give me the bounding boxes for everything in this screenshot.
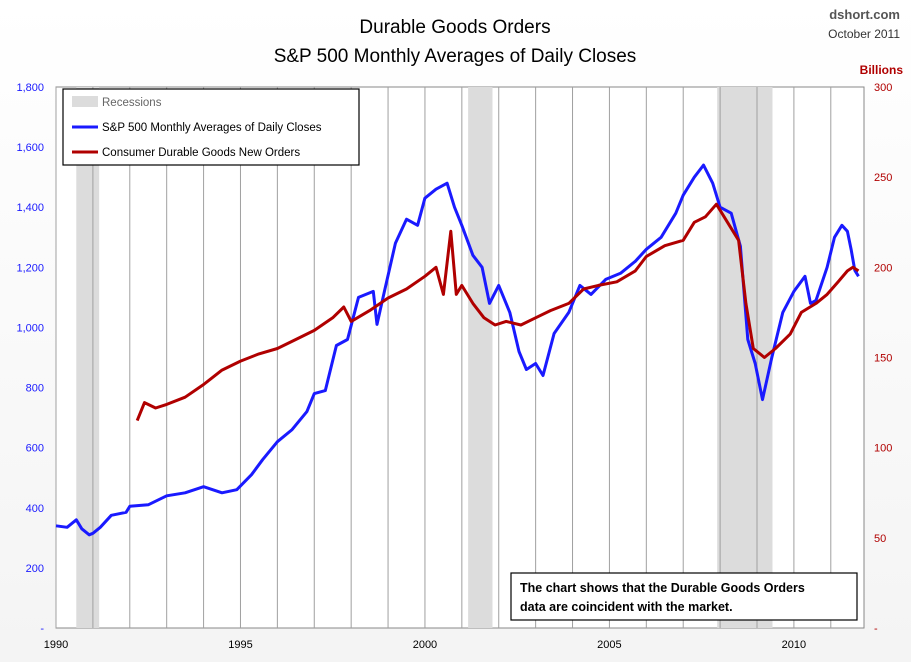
right-tick-label: 300: [874, 82, 892, 94]
sp500-series-line: [55, 163, 860, 537]
left-tick-label: 1,800: [16, 82, 44, 94]
x-tick-label: 1995: [228, 639, 252, 651]
recession-band-0: [76, 87, 100, 628]
x-axis: 1990 1995 2000 2005 2010: [44, 639, 806, 651]
left-tick-label: 1,000: [16, 322, 44, 334]
left-tick-label: 1,400: [16, 202, 44, 214]
legend-durable-label: Consumer Durable Goods New Orders: [102, 147, 300, 159]
annotation-frame: [510, 572, 858, 621]
right-tick-label: 200: [874, 262, 892, 274]
right-axis-units: Billions: [860, 63, 904, 77]
right-axis: - 50 100 150 200 250 300: [874, 82, 892, 635]
annotation-box: The chart shows that the Durable Goods O…: [510, 572, 858, 621]
chart-title: Durable Goods Orders: [359, 17, 550, 38]
legend-recession-swatch: [72, 96, 98, 107]
x-tick-label: 2005: [597, 639, 621, 651]
durable-goods-series-line: [135, 202, 860, 422]
left-tick-label: 800: [26, 383, 44, 395]
legend: Recessions S&P 500 Monthly Averages of D…: [62, 88, 360, 166]
recession-bands: [76, 87, 773, 628]
left-tick-label: 200: [26, 563, 44, 575]
right-tick-label: 100: [874, 443, 892, 455]
left-tick-label: 400: [26, 503, 44, 515]
x-tick-label: 2000: [413, 639, 437, 651]
x-tick-label: 2010: [782, 639, 806, 651]
right-tick-label: 150: [874, 353, 892, 365]
legend-sp500-label: S&P 500 Monthly Averages of Daily Closes: [102, 122, 322, 134]
gridlines: [55, 87, 832, 628]
chart-subtitle: S&P 500 Monthly Averages of Daily Closes: [274, 46, 637, 67]
legend-box: [62, 88, 360, 166]
date-label: October 2011: [828, 27, 900, 41]
x-tick-label: 1990: [44, 639, 68, 651]
legend-recession-label: Recessions: [102, 97, 162, 109]
left-tick-label: -: [40, 623, 44, 635]
right-tick-label: 50: [874, 533, 886, 545]
left-tick-label: 1,200: [16, 262, 44, 274]
left-tick-label: 1,600: [16, 142, 44, 154]
annotation-line-1: The chart shows that the Durable Goods O…: [520, 581, 805, 595]
annotation-line-2: data are coincident with the market.: [520, 600, 733, 614]
recession-band-1: [468, 87, 493, 628]
series-layer: [55, 163, 860, 537]
source-label: dshort.com: [829, 7, 900, 22]
right-tick-label: 250: [874, 172, 892, 184]
right-tick-label: -: [874, 623, 878, 635]
left-axis: - 200 400 600 800 1,000 1,200 1,400 1,600 1,800: [16, 82, 44, 635]
left-tick-label: 600: [26, 443, 44, 455]
